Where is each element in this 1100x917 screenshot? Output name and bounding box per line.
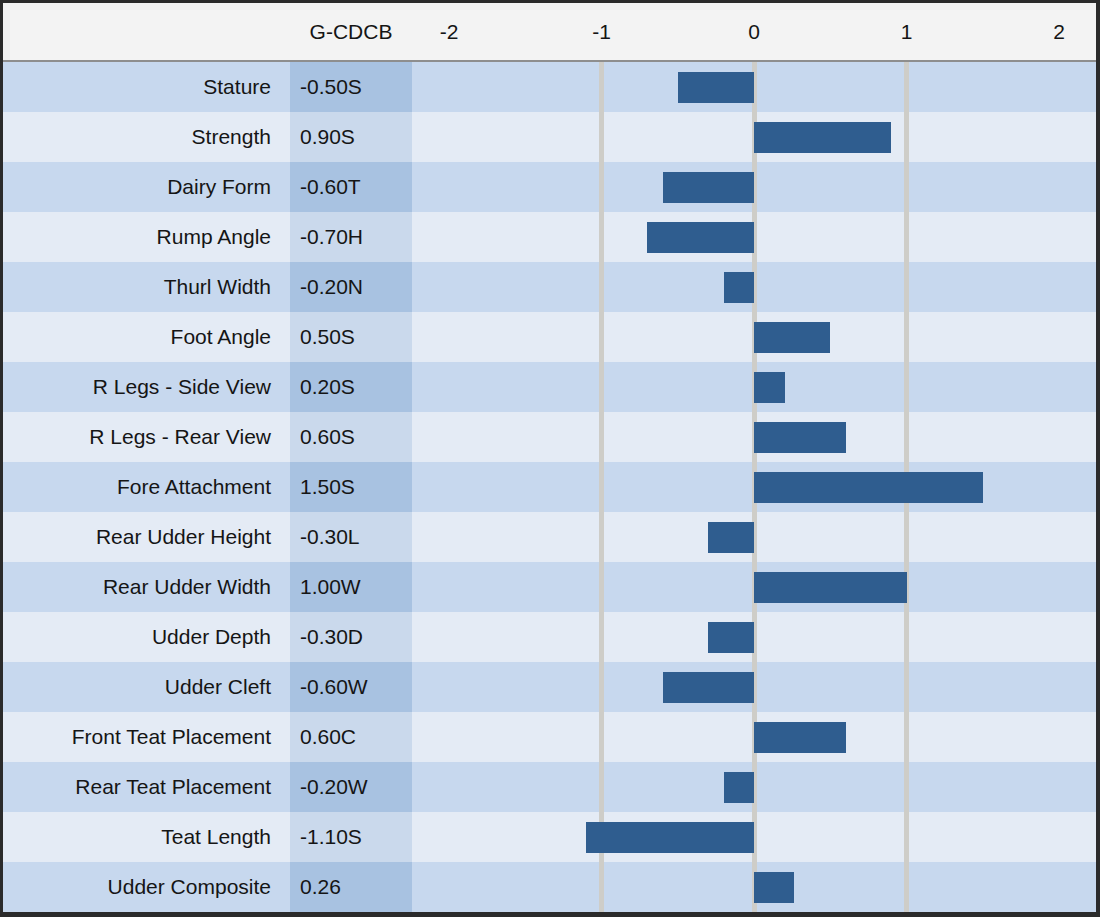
trait-bar bbox=[663, 672, 755, 703]
trait-value: 0.60S bbox=[290, 412, 412, 462]
trait-bar bbox=[754, 322, 830, 353]
trait-value: 0.20S bbox=[290, 362, 412, 412]
trait-label: Udder Depth bbox=[3, 612, 290, 662]
trait-value: -0.60W bbox=[290, 662, 412, 712]
trait-label: Dairy Form bbox=[3, 162, 290, 212]
trait-bar bbox=[708, 622, 754, 653]
trait-value: -1.10S bbox=[290, 812, 412, 862]
chart-body: Stature-0.50SStrength0.90SDairy Form-0.6… bbox=[3, 62, 1096, 912]
trait-bar bbox=[754, 372, 785, 403]
trait-value: 1.00W bbox=[290, 562, 412, 612]
trait-label: Udder Composite bbox=[3, 862, 290, 912]
trait-value: 0.50S bbox=[290, 312, 412, 362]
trait-label: Rump Angle bbox=[3, 212, 290, 262]
trait-label: Stature bbox=[3, 62, 290, 112]
trait-value: 0.60C bbox=[290, 712, 412, 762]
trait-bar bbox=[663, 172, 755, 203]
trait-bar bbox=[708, 522, 754, 553]
trait-label: Foot Angle bbox=[3, 312, 290, 362]
trait-value: -0.50S bbox=[290, 62, 412, 112]
trait-label: Fore Attachment bbox=[3, 462, 290, 512]
trait-value: -0.30L bbox=[290, 512, 412, 562]
trait-value: 0.90S bbox=[290, 112, 412, 162]
x-axis-tick: 1 bbox=[901, 20, 913, 44]
trait-evaluation-chart: G-CDCB -2 -1 0 1 2 Stature-0.50SStrength0.90… bbox=[0, 0, 1100, 917]
trait-label: Front Teat Placement bbox=[3, 712, 290, 762]
gridline bbox=[599, 62, 604, 912]
trait-bar bbox=[754, 122, 891, 153]
trait-value: -0.20W bbox=[290, 762, 412, 812]
trait-label: Rear Teat Placement bbox=[3, 762, 290, 812]
trait-bar bbox=[678, 72, 754, 103]
trait-bar bbox=[754, 722, 846, 753]
value-column-header: G-CDCB bbox=[290, 3, 412, 60]
trait-label: R Legs - Side View bbox=[3, 362, 290, 412]
trait-value: -0.60T bbox=[290, 162, 412, 212]
trait-value: 1.50S bbox=[290, 462, 412, 512]
trait-label: Udder Cleft bbox=[3, 662, 290, 712]
x-axis: -2 -1 0 1 2 bbox=[412, 3, 1096, 60]
trait-label: Rear Udder Width bbox=[3, 562, 290, 612]
trait-value: -0.20N bbox=[290, 262, 412, 312]
trait-bar bbox=[754, 422, 846, 453]
trait-value: 0.26 bbox=[290, 862, 412, 912]
trait-bar bbox=[724, 272, 755, 303]
trait-bar bbox=[724, 772, 755, 803]
x-axis-tick: -2 bbox=[440, 20, 459, 44]
x-axis-tick: -1 bbox=[592, 20, 611, 44]
trait-bar bbox=[586, 822, 754, 853]
trait-bar bbox=[754, 572, 907, 603]
trait-bar bbox=[647, 222, 754, 253]
trait-bar bbox=[754, 872, 794, 903]
trait-value: -0.30D bbox=[290, 612, 412, 662]
trait-label: R Legs - Rear View bbox=[3, 412, 290, 462]
trait-label: Thurl Width bbox=[3, 262, 290, 312]
trait-value: -0.70H bbox=[290, 212, 412, 262]
trait-label: Teat Length bbox=[3, 812, 290, 862]
trait-label: Rear Udder Height bbox=[3, 512, 290, 562]
x-axis-tick: 2 bbox=[1053, 20, 1065, 44]
chart-header: G-CDCB -2 -1 0 1 2 bbox=[3, 3, 1096, 62]
x-axis-tick: 0 bbox=[748, 20, 760, 44]
trait-label: Strength bbox=[3, 112, 290, 162]
trait-bar bbox=[754, 472, 983, 503]
